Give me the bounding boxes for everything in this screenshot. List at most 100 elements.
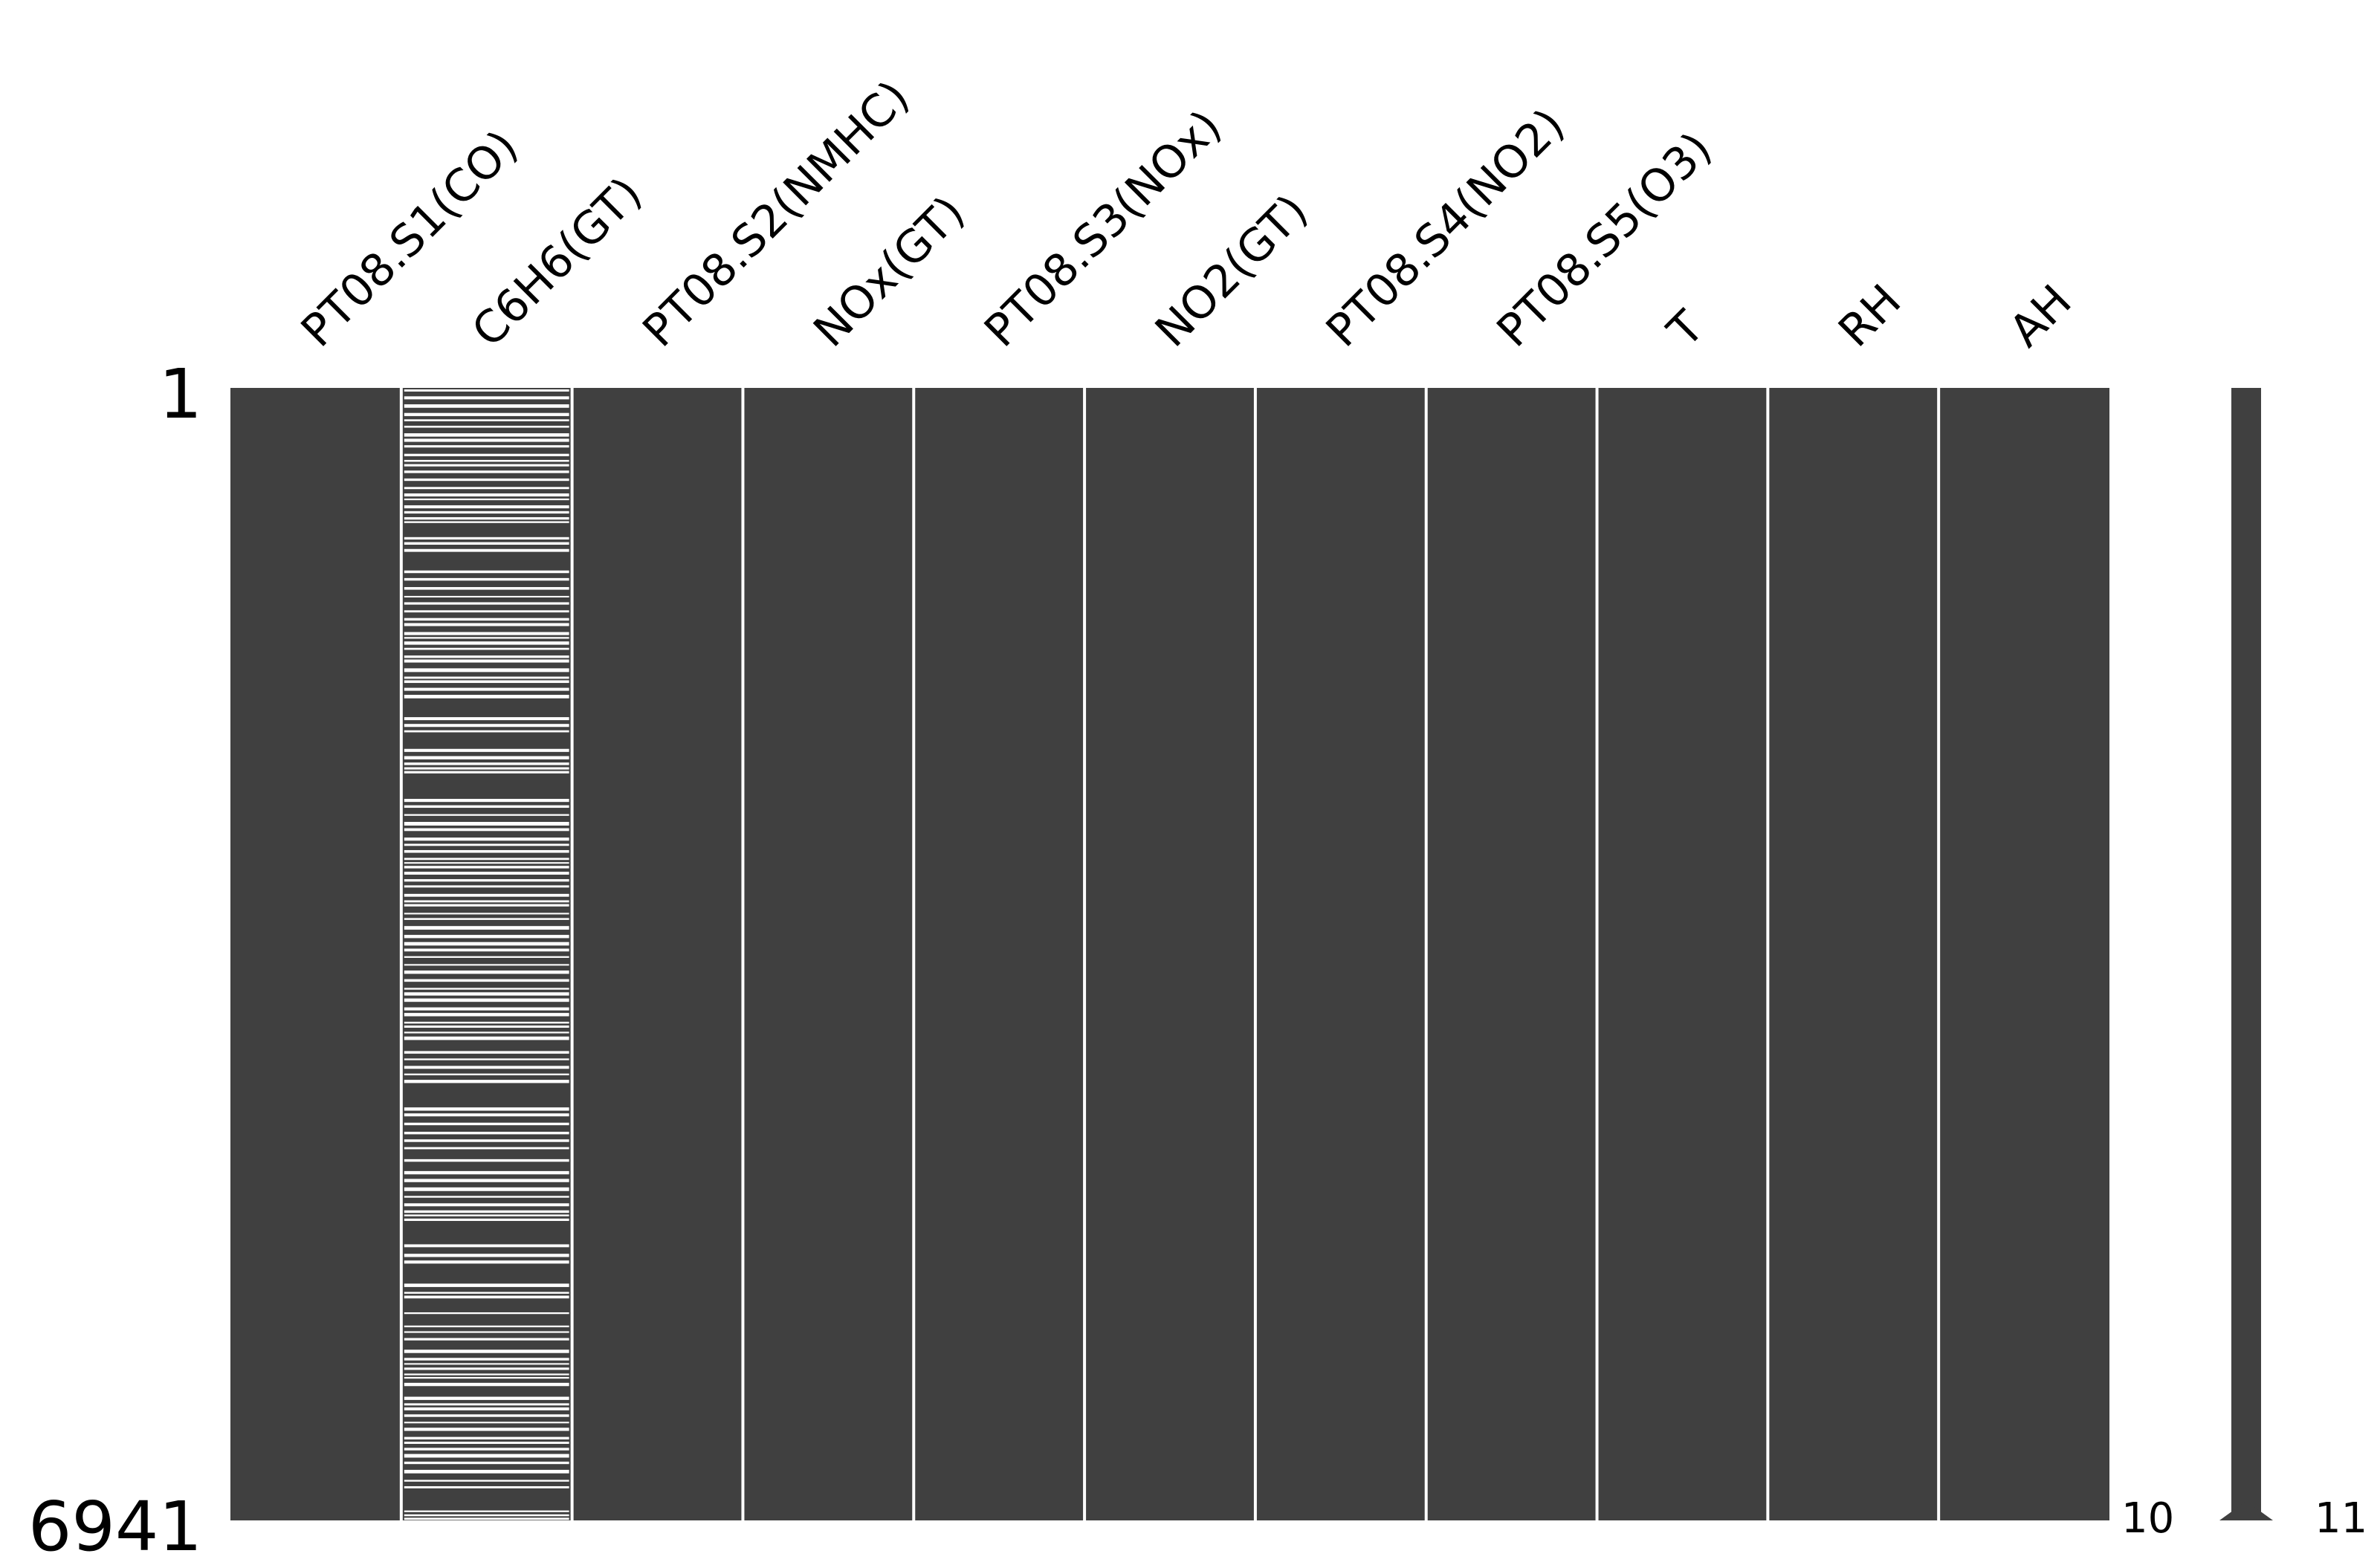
missing-row: [404, 1203, 569, 1207]
missing-row: [404, 1058, 569, 1060]
column-block-no2-gt: [1084, 388, 1255, 1520]
missing-row: [404, 1422, 569, 1424]
missing-row: [404, 1448, 569, 1451]
missing-row: [404, 577, 569, 581]
column-block-t: [1597, 388, 1768, 1520]
missing-row: [404, 918, 569, 920]
missing-row: [404, 511, 569, 514]
missing-row: [404, 992, 569, 996]
missing-row: [404, 1107, 569, 1111]
missing-row: [404, 1338, 569, 1341]
missing-row: [404, 655, 569, 658]
missing-row: [404, 459, 569, 462]
completeness-sparkline: [2219, 388, 2273, 1520]
missing-row: [404, 1021, 569, 1024]
missing-row: [404, 1283, 569, 1287]
missing-stripes: [404, 389, 569, 1520]
missing-row: [404, 668, 569, 673]
missing-row: [404, 505, 569, 509]
missing-row: [404, 1349, 569, 1353]
missing-row: [404, 570, 569, 574]
missing-row: [404, 956, 569, 958]
missing-row: [404, 587, 569, 590]
missing-row: [404, 1260, 569, 1264]
missing-row: [404, 1363, 569, 1365]
missing-row: [404, 695, 569, 699]
column-label-rh: RH: [1828, 275, 1911, 357]
missing-row: [404, 771, 569, 774]
row-label-last: 6941: [28, 1487, 202, 1565]
missing-row: [404, 730, 569, 733]
missing-row: [404, 610, 569, 613]
missing-row: [404, 1013, 569, 1017]
missing-row: [404, 1325, 569, 1328]
column-separator: [912, 388, 916, 1520]
column-block-pt08-s3-nox: [913, 388, 1085, 1520]
missing-row: [404, 942, 569, 946]
missing-row: [404, 1031, 569, 1034]
missing-row: [404, 487, 569, 490]
missing-row: [404, 843, 569, 846]
column-label-c6h6-gt: C6H6(GT): [462, 167, 652, 357]
missing-row: [404, 1367, 569, 1370]
missing-row: [404, 1051, 569, 1054]
missing-row: [404, 537, 569, 540]
missing-row: [404, 988, 569, 990]
missing-row: [404, 822, 569, 826]
missing-row: [404, 542, 569, 545]
column-block-nox-gt: [743, 388, 914, 1520]
missing-row: [404, 445, 569, 448]
missing-row: [404, 1196, 569, 1198]
missing-row: [404, 641, 569, 645]
missing-row: [404, 419, 569, 421]
missing-row: [404, 1442, 569, 1445]
missing-row: [404, 438, 569, 442]
missing-row: [404, 862, 569, 864]
missing-row: [404, 1510, 569, 1512]
missing-row: [404, 433, 569, 437]
missing-row: [404, 404, 569, 408]
missing-row: [404, 1073, 569, 1076]
missing-row: [404, 389, 569, 392]
missing-row: [404, 762, 569, 765]
missing-row: [404, 885, 569, 888]
sparkline-min-marker: [2219, 1501, 2273, 1520]
missing-row: [404, 979, 569, 982]
missing-row: [404, 521, 569, 523]
missing-row: [404, 548, 569, 552]
column-block-pt08-s5-o3: [1426, 388, 1597, 1520]
missing-row: [404, 1147, 569, 1150]
missing-row: [404, 964, 569, 966]
missing-row: [404, 1514, 569, 1517]
column-separator: [570, 388, 574, 1520]
missing-row: [404, 1517, 569, 1520]
column-separator: [1253, 388, 1257, 1520]
missing-row: [404, 893, 569, 897]
missing-row: [404, 717, 569, 721]
missing-row: [404, 724, 569, 728]
missing-row: [404, 1454, 569, 1458]
missing-row: [404, 493, 569, 497]
missing-row: [404, 904, 569, 907]
column-label-no2-gt: NO2(GT): [1145, 185, 1318, 357]
matrix-body: [230, 388, 2109, 1520]
column-separator: [1937, 388, 1941, 1520]
missing-row: [404, 498, 569, 501]
sparkline-max-label: 11: [2315, 1494, 2367, 1543]
column-label-nox-gt: NOx(GT): [803, 186, 974, 357]
missing-row: [404, 879, 569, 882]
column-block-rh: [1768, 388, 1939, 1520]
missing-row: [404, 425, 569, 428]
missing-row: [404, 1414, 569, 1417]
missing-row: [404, 1376, 569, 1379]
missing-row: [404, 1396, 569, 1400]
missing-row: [404, 998, 569, 1002]
missing-row: [404, 767, 569, 770]
column-block-pt08-s1-co: [230, 388, 401, 1520]
missing-row: [404, 756, 569, 759]
missing-row: [404, 866, 569, 869]
missing-row: [404, 602, 569, 605]
missing-row: [404, 1295, 569, 1299]
column-label-ah: AH: [1999, 275, 2081, 357]
missing-row: [404, 971, 569, 974]
